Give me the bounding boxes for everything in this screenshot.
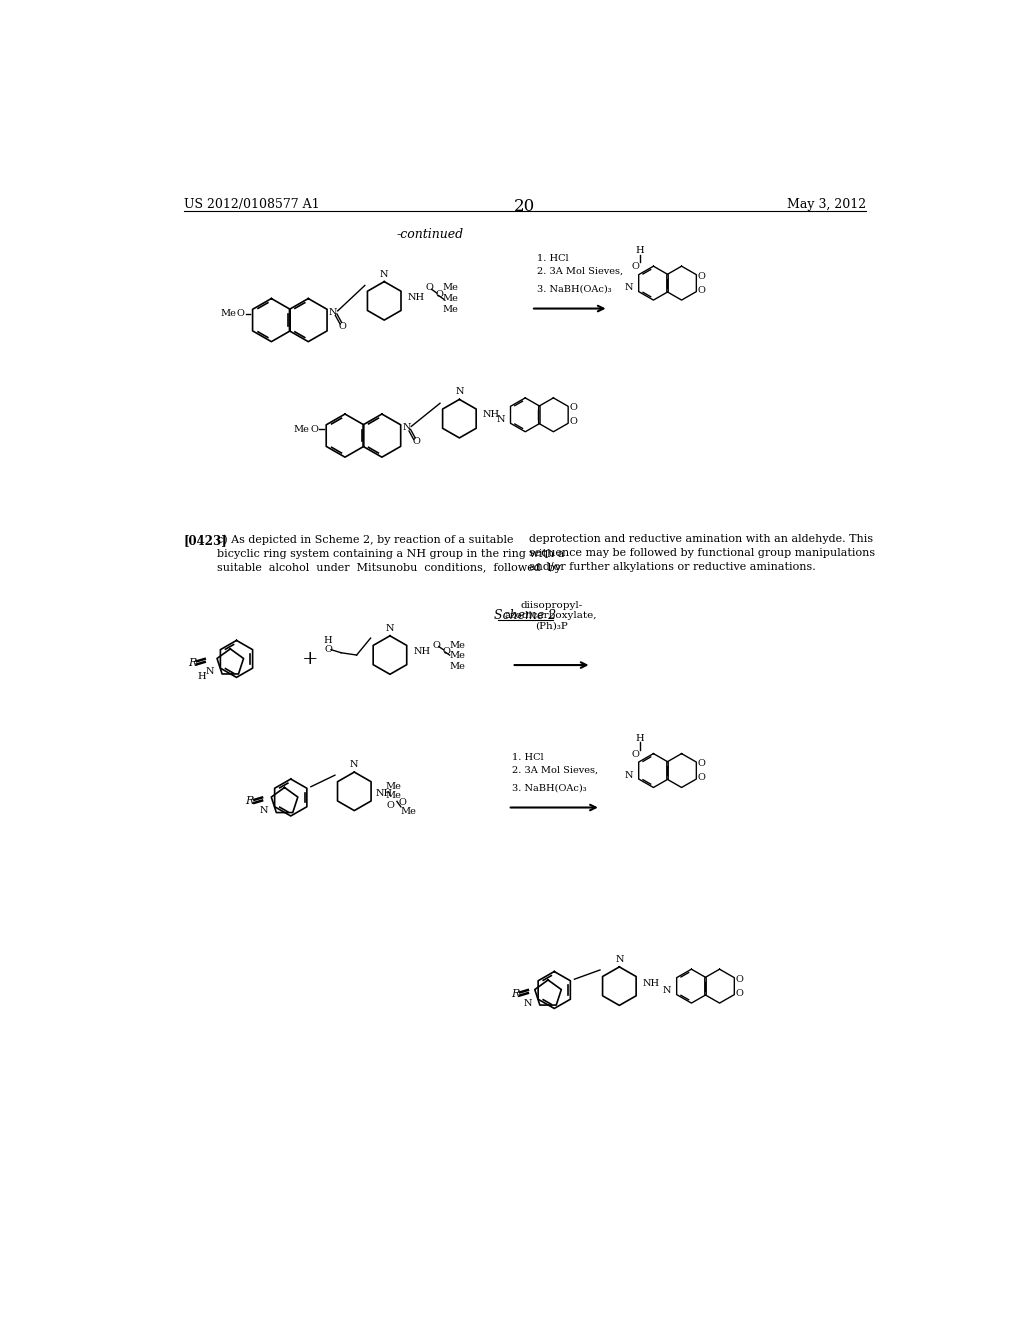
Text: Me: Me <box>450 651 465 660</box>
Text: N: N <box>380 269 388 279</box>
Text: O: O <box>569 417 578 426</box>
Text: O: O <box>736 974 743 983</box>
Text: diisopropyl-
azodicarboxylate,
(Ph)₃P: diisopropyl- azodicarboxylate, (Ph)₃P <box>505 601 597 631</box>
Text: R: R <box>511 989 519 999</box>
Text: c) As depicted in Scheme 2, by reaction of a suitable
bicyclic ring system conta: c) As depicted in Scheme 2, by reaction … <box>217 535 564 573</box>
Text: O: O <box>697 285 706 294</box>
Text: Me: Me <box>442 294 458 304</box>
Text: N: N <box>615 954 624 964</box>
Text: H: H <box>198 672 206 681</box>
Text: H: H <box>635 247 644 255</box>
Text: O: O <box>435 290 443 300</box>
Text: N: N <box>625 771 633 780</box>
Text: O: O <box>412 437 420 446</box>
Text: N: N <box>260 807 268 814</box>
Text: 2. 3A Mol Sieves,: 2. 3A Mol Sieves, <box>538 267 624 276</box>
Text: 3. NaBH(OAc)₃: 3. NaBH(OAc)₃ <box>512 784 587 793</box>
Text: N: N <box>663 986 672 995</box>
Text: O: O <box>432 640 440 649</box>
Text: N: N <box>523 999 531 1007</box>
Text: Me: Me <box>450 640 465 649</box>
Text: 3. NaBH(OAc)₃: 3. NaBH(OAc)₃ <box>538 285 611 294</box>
Text: 2. 3A Mol Sieves,: 2. 3A Mol Sieves, <box>512 766 598 775</box>
Text: O: O <box>697 759 706 768</box>
Text: N: N <box>329 308 337 317</box>
Text: Me: Me <box>400 807 417 816</box>
Text: Me: Me <box>385 783 401 791</box>
Text: O: O <box>736 989 743 998</box>
Text: O: O <box>324 645 332 655</box>
Text: O: O <box>425 284 433 292</box>
Text: O: O <box>237 309 245 318</box>
Text: O: O <box>697 774 706 781</box>
Text: Me: Me <box>385 792 401 800</box>
Text: H: H <box>324 636 332 645</box>
Text: -continued: -continued <box>396 227 464 240</box>
Text: N: N <box>386 624 394 632</box>
Text: H: H <box>635 734 644 743</box>
Text: N: N <box>497 414 505 424</box>
Text: O: O <box>632 750 640 759</box>
Text: NH: NH <box>408 293 425 301</box>
Text: [0423]: [0423] <box>183 535 227 548</box>
Text: N: N <box>206 668 214 676</box>
Text: 20: 20 <box>514 198 536 215</box>
Text: N: N <box>625 284 633 292</box>
Text: NH: NH <box>482 411 500 420</box>
Text: Me: Me <box>220 309 236 318</box>
Text: 1. HCl: 1. HCl <box>538 253 568 263</box>
Text: NH: NH <box>643 979 659 989</box>
Text: O: O <box>310 425 317 434</box>
Text: O: O <box>632 263 640 272</box>
Text: +: + <box>302 649 318 668</box>
Text: N: N <box>402 424 411 433</box>
Text: O: O <box>398 797 407 807</box>
Text: Me: Me <box>442 305 458 314</box>
Text: 1. HCl: 1. HCl <box>512 752 544 762</box>
Text: May 3, 2012: May 3, 2012 <box>786 198 866 211</box>
Text: O: O <box>338 322 346 331</box>
Text: N: N <box>455 387 464 396</box>
Text: Me: Me <box>294 425 309 434</box>
Text: NH: NH <box>376 789 393 799</box>
Text: O: O <box>387 801 394 809</box>
Text: NH: NH <box>414 647 430 656</box>
Text: US 2012/0108577 A1: US 2012/0108577 A1 <box>183 198 319 211</box>
Text: O: O <box>697 272 706 281</box>
Text: N: N <box>350 760 358 770</box>
Text: deprotection and reductive amination with an aldehyde. This
sequence may be foll: deprotection and reductive amination wit… <box>529 535 876 572</box>
Text: Scheme 2: Scheme 2 <box>494 609 556 622</box>
Text: R: R <box>187 657 197 668</box>
Text: O: O <box>442 648 451 656</box>
Text: Me: Me <box>442 284 458 292</box>
Text: Me: Me <box>450 663 465 671</box>
Text: R: R <box>245 796 254 807</box>
Text: O: O <box>569 404 578 412</box>
